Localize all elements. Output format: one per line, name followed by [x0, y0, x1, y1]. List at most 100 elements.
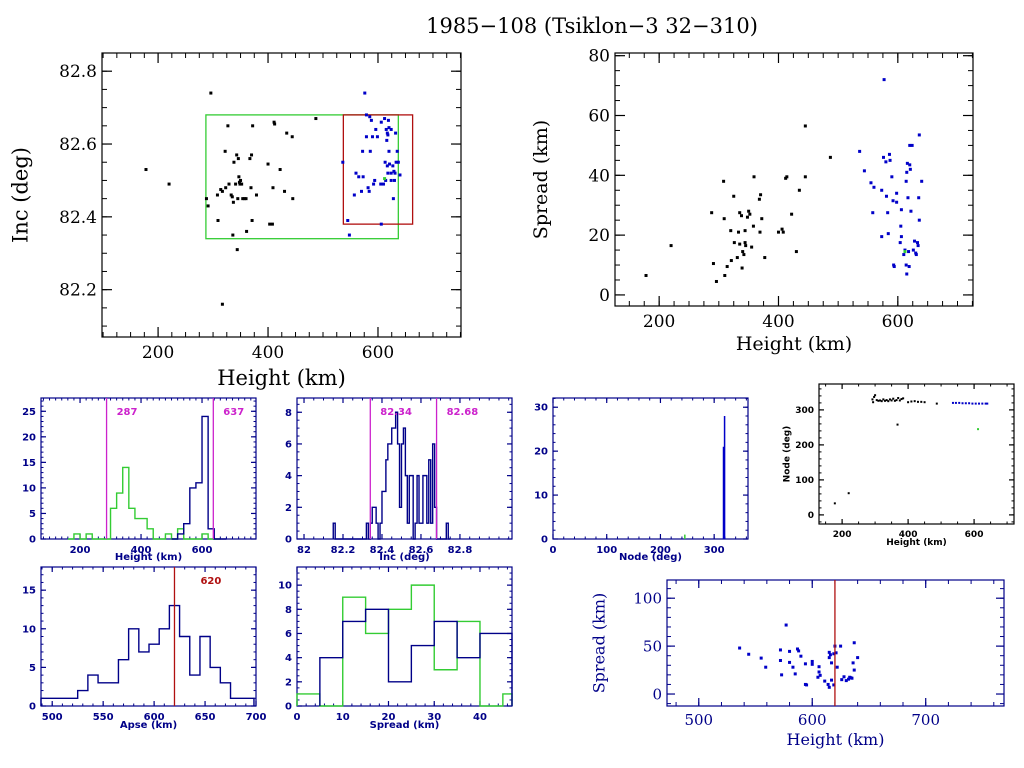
data-point — [888, 398, 891, 401]
y-tick-label: 40 — [588, 166, 610, 186]
marker-label: 637 — [223, 407, 244, 418]
x-axis-label: Height (km) — [787, 730, 885, 749]
green-box — [205, 114, 399, 240]
chart-apse-histogram: 500 550 600 650 700 0 5 10 15 Apse (km) 620 — [22, 566, 267, 731]
data-point — [871, 211, 875, 215]
data-point — [725, 265, 729, 269]
data-point — [882, 78, 886, 82]
data-point — [385, 164, 389, 168]
chart-node-vs-height: 200 400 600 0 100 200 300 Height (km) Node (deg) — [783, 383, 1015, 548]
data-point — [364, 135, 368, 139]
data-point — [223, 149, 227, 153]
data-point — [758, 230, 762, 234]
y-tick-label: 20 — [588, 226, 610, 246]
data-point — [394, 131, 398, 135]
data-point — [907, 250, 911, 254]
data-point — [374, 127, 378, 131]
data-point — [732, 241, 736, 245]
data-point — [958, 401, 961, 404]
chart-post-event-spread-vs-height: 500 600 700 0 50 100 Height (km) Spread (km) — [590, 579, 1005, 749]
data-point — [722, 217, 726, 221]
x-tick-label: 200 — [643, 312, 675, 332]
data-point — [372, 182, 376, 186]
data-point — [951, 401, 954, 404]
y-tick-label: 15 — [22, 458, 36, 469]
data-point — [392, 169, 396, 173]
histogram-step-post-event — [171, 415, 227, 540]
red-box — [342, 114, 414, 225]
data-point — [914, 253, 918, 257]
y-tick-label: 0 — [652, 685, 662, 703]
data-point — [895, 399, 898, 402]
data-point — [797, 188, 801, 192]
data-point — [785, 175, 789, 179]
x-tick-label: 200 — [833, 530, 852, 540]
data-point — [908, 163, 912, 167]
data-point — [759, 656, 763, 660]
x-tick-label: 700 — [911, 711, 940, 729]
x-tick-label: 550 — [93, 712, 114, 723]
data-point — [741, 250, 745, 254]
data-point — [920, 179, 924, 183]
y-tick-label: 100 — [633, 589, 662, 607]
data-point — [879, 399, 882, 402]
data-point — [869, 181, 873, 185]
data-point — [757, 197, 761, 201]
data-point — [385, 131, 389, 135]
data-point — [823, 679, 827, 683]
x-tick-label: 600 — [192, 545, 213, 556]
x-axis-label: Apse (km) — [120, 720, 177, 731]
data-point — [810, 662, 814, 666]
data-point — [341, 160, 345, 164]
x-tick-label: 82 — [297, 545, 311, 556]
data-point — [206, 204, 210, 208]
x-tick-label: 700 — [246, 712, 267, 723]
data-point — [847, 492, 850, 495]
data-point — [167, 182, 171, 186]
data-point — [832, 683, 836, 687]
data-point — [900, 398, 903, 401]
data-point — [875, 399, 878, 402]
data-point — [216, 218, 220, 222]
data-point — [817, 670, 821, 674]
histogram-bin — [88, 675, 98, 706]
data-point — [832, 652, 836, 656]
data-point — [224, 186, 228, 190]
histogram-bin — [147, 529, 153, 539]
data-point — [827, 650, 831, 654]
data-point — [799, 654, 803, 658]
data-point — [913, 239, 917, 243]
histogram-bin — [434, 670, 457, 706]
x-tick-label: 600 — [965, 530, 984, 540]
data-point — [833, 502, 836, 505]
histogram-bin — [427, 523, 429, 539]
data-point — [776, 230, 780, 234]
data-point — [803, 662, 807, 666]
histogram-bin — [366, 633, 389, 706]
data-point — [904, 179, 908, 183]
data-point — [884, 194, 888, 198]
data-point — [851, 661, 855, 665]
data-point — [379, 182, 383, 186]
data-point — [270, 222, 274, 226]
y-axis-label: Spread (km) — [530, 120, 552, 239]
histogram-bin — [388, 682, 411, 706]
data-point — [747, 209, 751, 213]
minor-ticks — [819, 384, 1014, 524]
data-point — [935, 402, 938, 405]
data-point — [347, 233, 351, 237]
data-point — [905, 170, 909, 174]
data-point — [738, 646, 742, 650]
data-point — [886, 211, 890, 215]
y-tick-label: 5 — [29, 663, 36, 674]
data-point — [892, 397, 895, 400]
x-tick-label: 600 — [798, 711, 827, 729]
y-tick-label: 0 — [285, 535, 292, 546]
data-point — [907, 401, 910, 404]
data-point — [905, 161, 909, 165]
data-point — [387, 126, 391, 130]
histogram-bin — [457, 658, 480, 706]
data-point — [396, 160, 400, 164]
data-point — [383, 177, 387, 181]
